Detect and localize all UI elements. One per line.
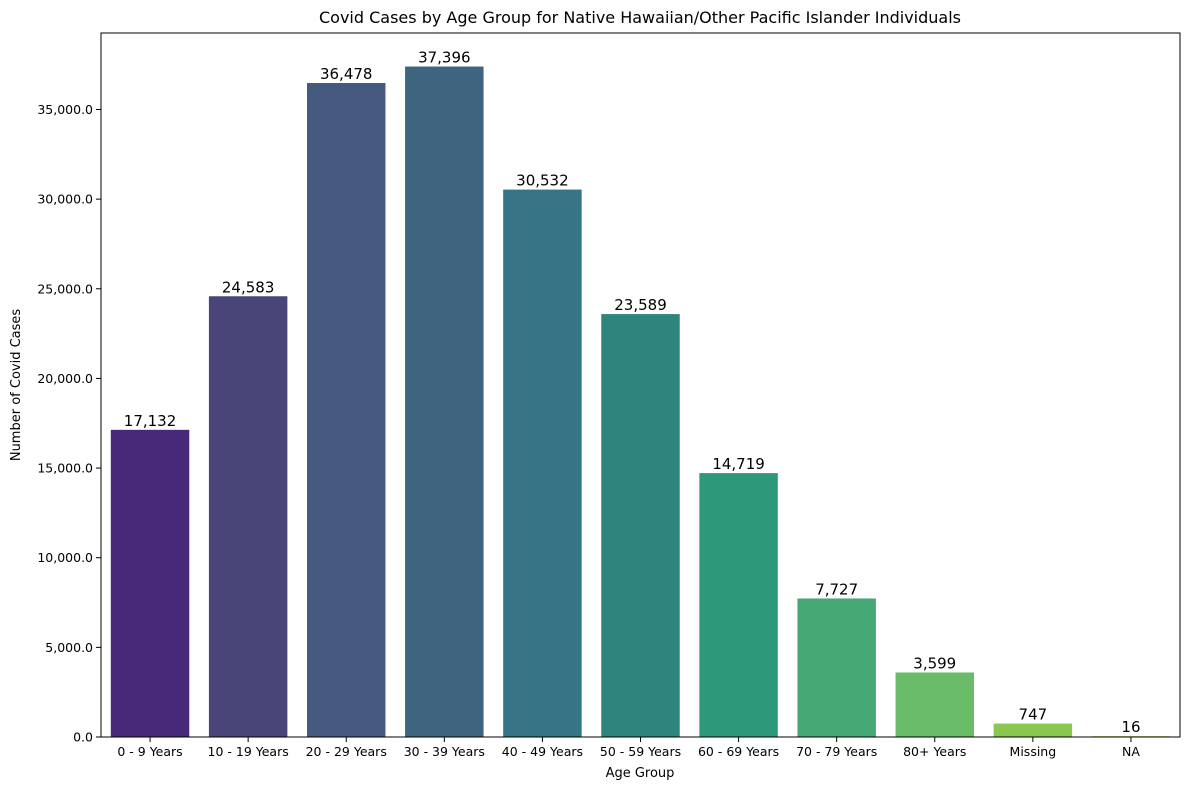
y-tick-label: 10,000.0 bbox=[37, 550, 93, 565]
bar bbox=[306, 82, 386, 738]
bar bbox=[601, 314, 680, 737]
x-tick-label: 20 - 29 Years bbox=[306, 744, 387, 759]
bars-group bbox=[110, 66, 1171, 738]
bar bbox=[405, 66, 484, 737]
x-tick-label: 10 - 19 Years bbox=[208, 744, 289, 759]
x-tick-label: 50 - 59 Years bbox=[600, 744, 681, 759]
y-tick-label: 35,000.0 bbox=[37, 102, 93, 117]
y-tick-label: 25,000.0 bbox=[37, 281, 93, 296]
data-labels-group: 17,132 24,583 36,478 37,396 30,532 23,589 14,7… bbox=[124, 49, 1141, 737]
y-tick-label: 15,000.0 bbox=[37, 461, 93, 476]
x-axis-label: Age Group bbox=[606, 766, 675, 781]
x-tick-label: Missing bbox=[1010, 744, 1057, 759]
bar bbox=[993, 723, 1073, 737]
data-label: 30,532 bbox=[516, 172, 569, 190]
bar bbox=[110, 429, 190, 737]
chart-title: Covid Cases by Age Group for Native Hawa… bbox=[319, 8, 961, 27]
y-axis: 0.0 5,000.0 10,000.0 15,000.0 20,000.0 25,000… bbox=[37, 102, 101, 745]
y-tick-label: 30,000.0 bbox=[37, 192, 93, 207]
x-tick-label: NA bbox=[1122, 744, 1140, 759]
x-tick-label: 80+ Years bbox=[903, 744, 966, 759]
y-tick-label: 5,000.0 bbox=[45, 640, 93, 655]
data-label: 3,599 bbox=[913, 654, 956, 672]
data-label: 7,727 bbox=[815, 580, 858, 598]
x-tick-label: 40 - 49 Years bbox=[502, 744, 583, 759]
data-label: 36,478 bbox=[320, 65, 373, 83]
y-tick-label: 0.0 bbox=[73, 730, 93, 745]
x-tick-label: 70 - 79 Years bbox=[796, 744, 877, 759]
x-tick-label: 30 - 39 Years bbox=[404, 744, 485, 759]
y-axis-label: Number of Covid Cases bbox=[9, 309, 24, 462]
plot-frame bbox=[100, 32, 1181, 738]
data-label: 747 bbox=[1019, 706, 1048, 724]
data-label: 14,719 bbox=[712, 455, 765, 473]
bar bbox=[208, 296, 288, 737]
data-label: 16 bbox=[1121, 718, 1140, 736]
data-label: 24,583 bbox=[222, 278, 275, 296]
bar bbox=[895, 672, 975, 737]
data-label: 23,589 bbox=[614, 296, 667, 314]
x-tick-label: 0 - 9 Years bbox=[117, 744, 182, 759]
bar bbox=[503, 189, 582, 737]
bar bbox=[797, 598, 876, 737]
y-tick-label: 20,000.0 bbox=[37, 371, 93, 386]
bar bbox=[699, 473, 778, 737]
x-tick-label: 60 - 69 Years bbox=[698, 744, 779, 759]
data-label: 17,132 bbox=[124, 412, 177, 430]
data-label: 37,396 bbox=[418, 49, 471, 67]
x-axis: 0 - 9 Years 10 - 19 Years 20 - 29 Years 30 … bbox=[117, 737, 1140, 759]
